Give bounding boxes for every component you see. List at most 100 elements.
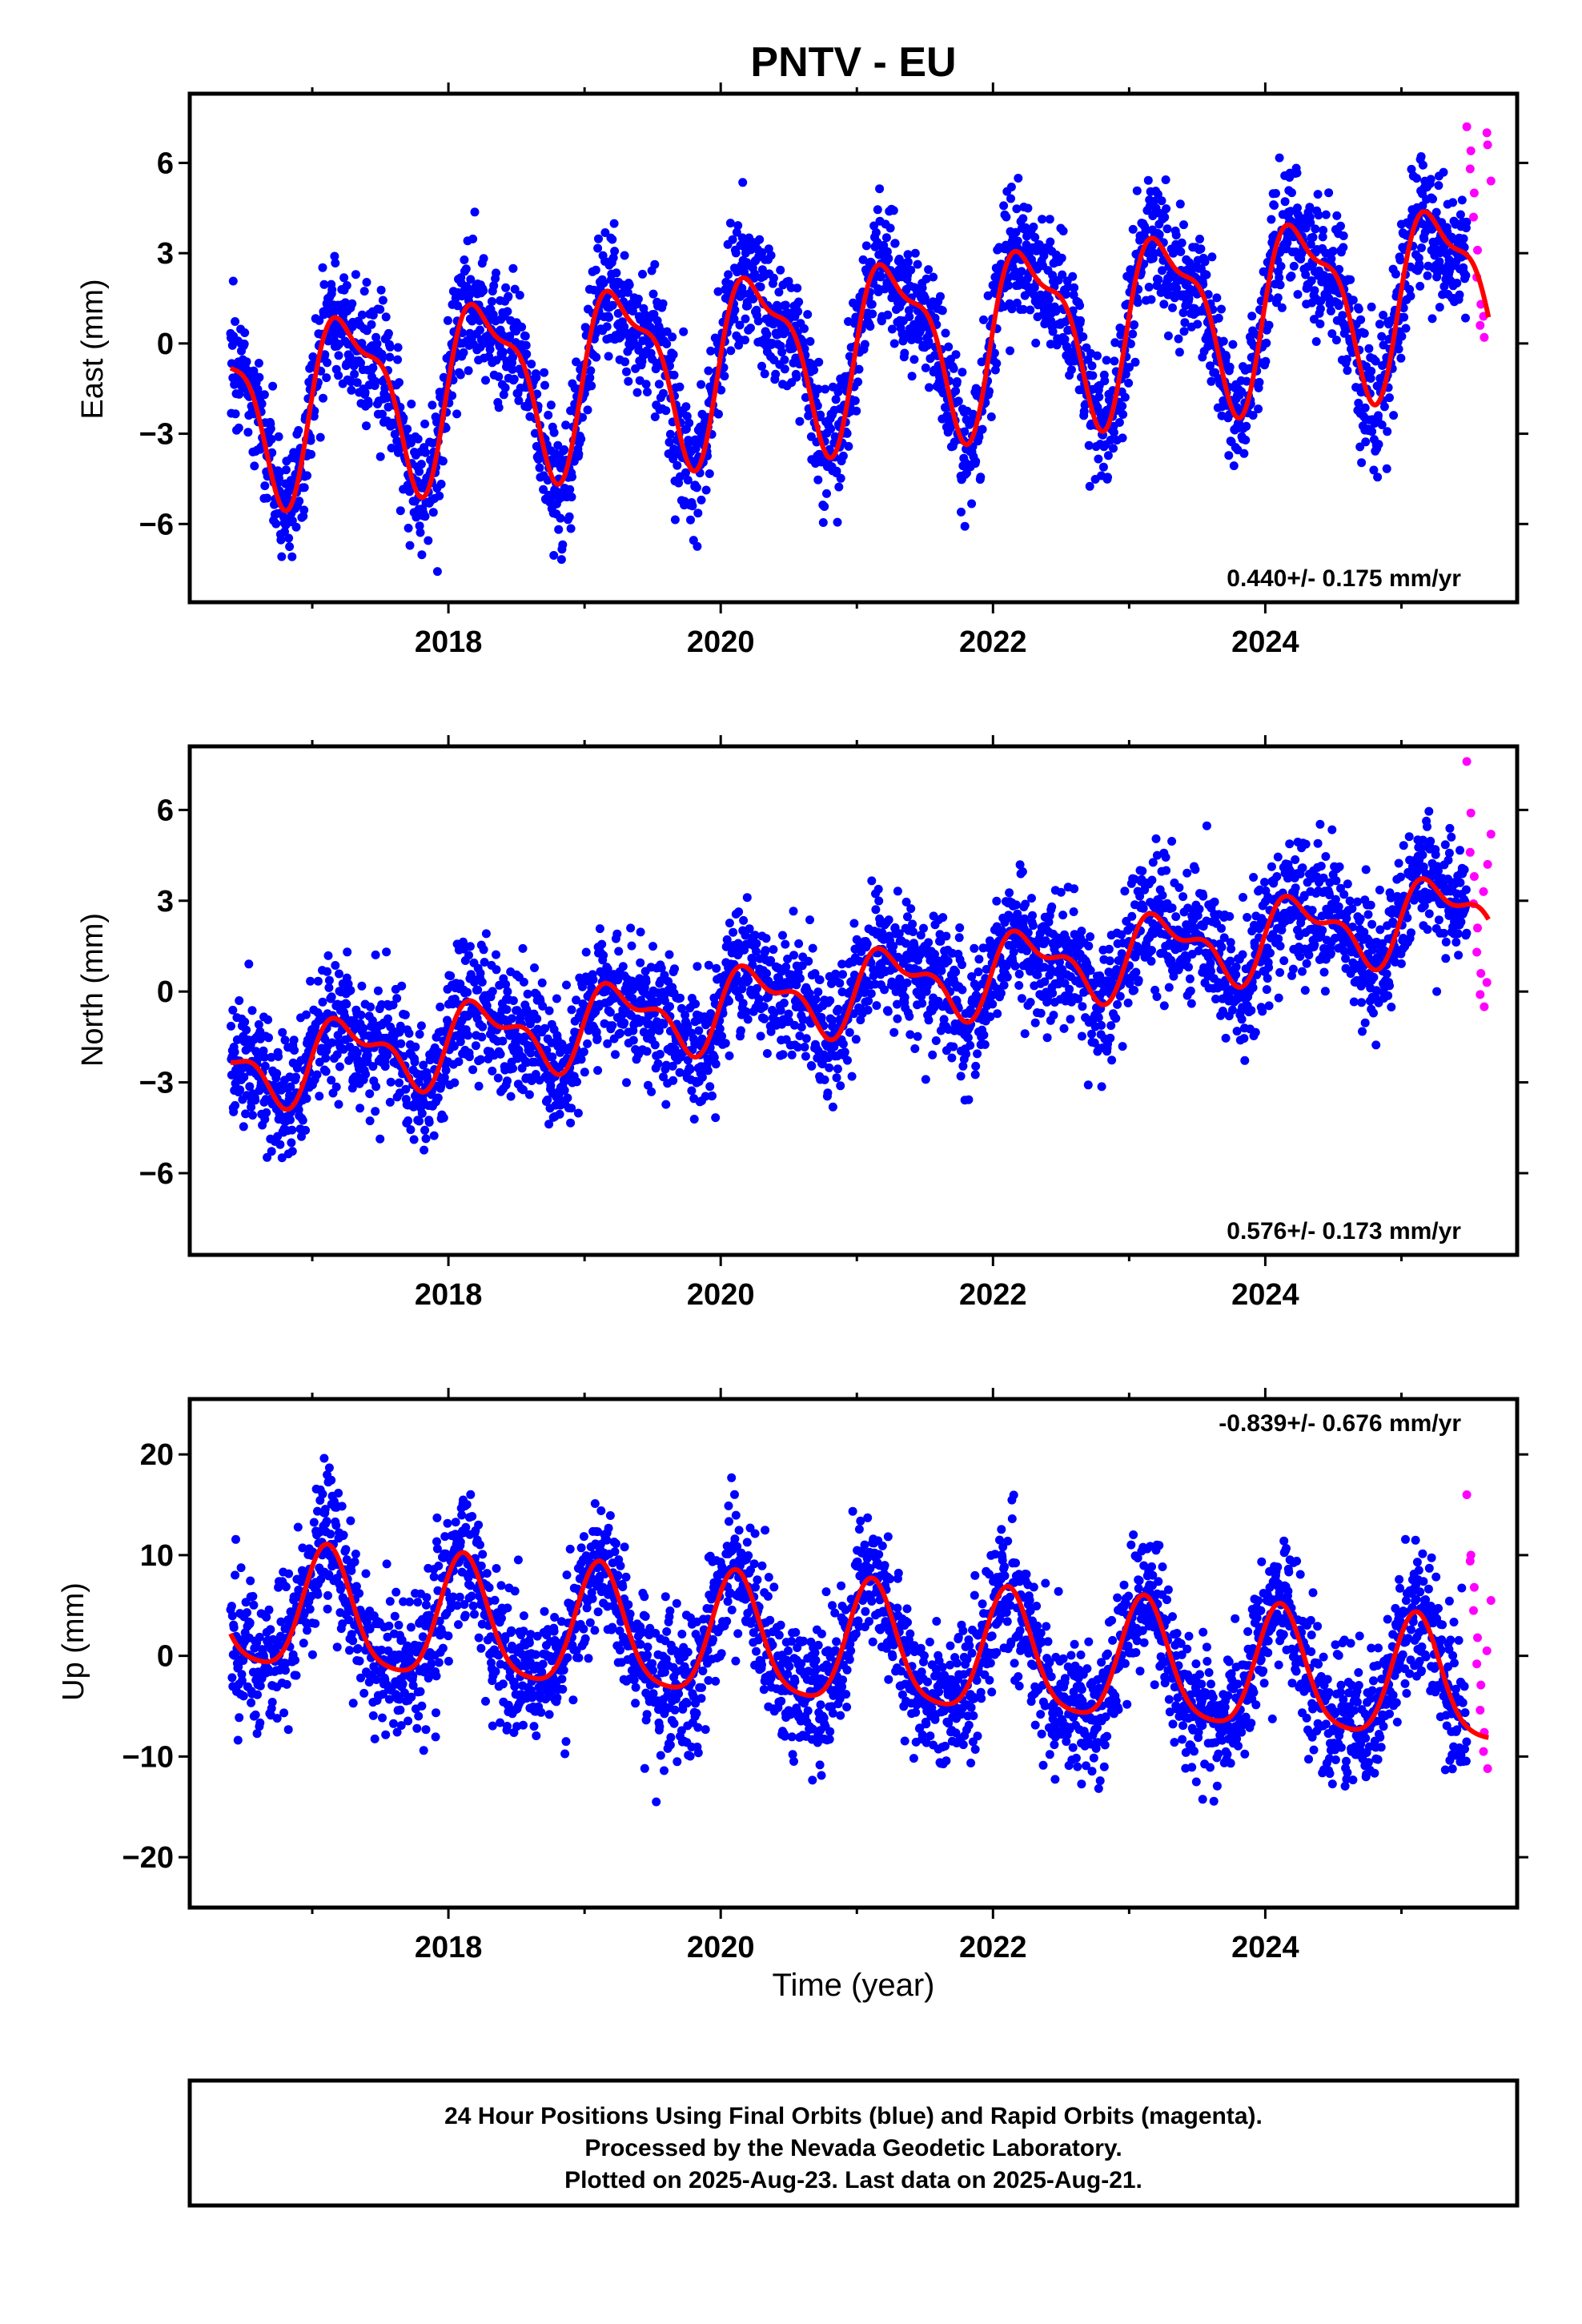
north-final-orbit-point (883, 1007, 893, 1016)
east-final-orbit-point (717, 385, 726, 395)
east-final-orbit-point (1144, 283, 1154, 292)
east-final-orbit-point (594, 234, 603, 243)
north-final-orbit-point (272, 1069, 282, 1078)
east-final-orbit-point (704, 366, 713, 376)
east-final-orbit-point (650, 259, 660, 269)
east-final-orbit-point (420, 512, 430, 521)
north-final-orbit-point (468, 1065, 478, 1075)
north-final-orbit-point (642, 1047, 652, 1056)
north-final-orbit-point (903, 912, 912, 922)
north-final-orbit-point (278, 1027, 287, 1037)
east-final-orbit-point (820, 502, 829, 511)
east-final-orbit-point (242, 357, 251, 367)
north-y-tick-label: −6 (139, 1157, 174, 1191)
north-final-orbit-point (567, 1005, 576, 1015)
east-final-orbit-point (1214, 313, 1223, 323)
east-final-orbit-point (1452, 279, 1462, 287)
east-final-orbit-point (428, 508, 438, 517)
east-final-orbit-point (1179, 327, 1189, 336)
east-final-orbit-point (612, 268, 621, 278)
east-final-orbit-point (669, 370, 679, 380)
east-final-orbit-point (362, 421, 371, 431)
east-y-ticks: 630−3−6 (139, 147, 1528, 541)
east-final-orbit-point (395, 378, 404, 388)
east-final-orbit-point (730, 305, 740, 315)
north-final-orbit-point (248, 1111, 257, 1120)
east-y-tick-label: −6 (139, 508, 174, 541)
east-final-orbit-point (756, 282, 765, 292)
east-final-orbit-point (851, 312, 861, 322)
north-final-orbit-point (832, 1073, 841, 1083)
east-final-orbit-point (1418, 160, 1427, 170)
east-final-orbit-point (1212, 293, 1222, 303)
east-final-orbit-point (352, 378, 362, 388)
east-final-orbit-point (979, 315, 988, 324)
east-final-orbit-point (381, 312, 391, 322)
north-final-orbit-point (274, 1051, 283, 1061)
east-final-orbit-point (1012, 298, 1022, 308)
east-final-orbit-point (1431, 207, 1441, 217)
north-final-orbit-point (415, 1030, 424, 1039)
north-final-orbit-point (769, 945, 778, 955)
east-final-orbit-point (318, 263, 327, 272)
north-final-orbit-point (622, 1078, 631, 1088)
east-final-orbit-point (1012, 204, 1022, 214)
north-final-orbit-point (473, 985, 483, 995)
north-final-orbit-point (385, 1097, 395, 1107)
east-final-orbit-point (498, 348, 508, 357)
north-final-orbit-point (795, 974, 805, 983)
east-final-orbit-point (869, 221, 879, 231)
north-final-orbit-point (312, 1070, 322, 1080)
east-final-orbit-point (368, 311, 378, 320)
north-final-orbit-point (392, 994, 402, 1003)
east-final-orbit-point (705, 469, 714, 478)
east-final-orbit-point (1401, 324, 1411, 333)
east-final-orbit-point (1160, 212, 1170, 222)
north-final-orbit-point (611, 1050, 620, 1059)
east-final-orbit-point (976, 472, 986, 482)
east-final-orbit-point (274, 432, 283, 441)
north-final-orbit-point (508, 1014, 516, 1023)
east-final-orbit-point (568, 472, 576, 481)
east-final-orbit-point (924, 337, 934, 347)
north-final-orbit-point (595, 924, 604, 934)
north-final-orbit-point (406, 1125, 416, 1135)
east-final-orbit-point (952, 377, 962, 386)
east-final-orbit-point (833, 517, 842, 527)
north-final-orbit-point (815, 975, 825, 984)
east-final-orbit-point (1328, 247, 1338, 256)
north-final-orbit-point (908, 919, 917, 929)
north-final-orbit-point (951, 967, 961, 977)
east-final-orbit-point (334, 371, 343, 380)
north-final-orbit-point (811, 995, 821, 1004)
east-final-orbit-point (724, 270, 733, 279)
east-final-orbit-point (1354, 304, 1363, 314)
north-final-orbit-point (867, 876, 877, 886)
north-final-orbit-point (754, 995, 764, 1004)
east-final-orbit-point (295, 497, 304, 506)
east-final-orbit-point (438, 456, 448, 466)
north-final-orbit-point (711, 1059, 721, 1069)
east-final-orbit-point (713, 287, 723, 296)
north-final-orbit-point (315, 1092, 324, 1101)
north-final-orbit-point (355, 1104, 365, 1113)
east-final-orbit-point (1461, 271, 1471, 280)
east-final-orbit-point (638, 269, 647, 279)
north-final-orbit-point (612, 929, 622, 939)
east-final-orbit-point (459, 348, 468, 357)
east-final-orbit-point (1058, 270, 1067, 279)
east-final-orbit-point (1094, 392, 1104, 402)
north-final-orbit-point (893, 1014, 902, 1023)
east-final-orbit-point (453, 301, 463, 311)
east-final-orbit-point (500, 383, 510, 392)
north-final-orbit-point (736, 1026, 745, 1035)
east-final-orbit-point (1455, 290, 1464, 300)
north-final-orbit-point (805, 915, 814, 925)
east-final-orbit-point (1271, 189, 1280, 198)
north-final-orbit-point (346, 986, 355, 995)
north-final-orbit-point (650, 1040, 660, 1050)
north-final-orbit-point (924, 1015, 934, 1025)
east-final-orbit-point (357, 310, 367, 320)
north-final-orbit-point (866, 989, 876, 999)
east-final-orbit-point (944, 342, 954, 352)
